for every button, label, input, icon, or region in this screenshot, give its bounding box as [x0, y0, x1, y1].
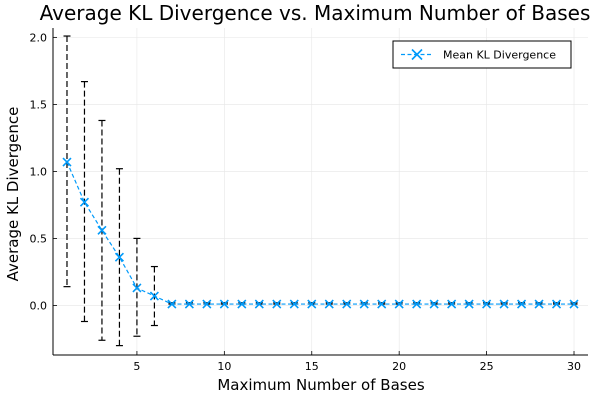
y-tick-label-3: 1.5 [30, 98, 48, 111]
x-tick-label-3: 20 [392, 360, 406, 373]
data-point-1 [62, 157, 72, 167]
x-tick-label-0: 5 [133, 360, 140, 373]
error-bar-1 [63, 35, 71, 288]
legend: Mean KL Divergence [392, 40, 572, 69]
data-point-25 [482, 299, 492, 309]
data-point-28 [534, 299, 544, 309]
y-axis-label: Average KL Divergence [4, 107, 22, 282]
series-line [66, 161, 575, 305]
data-point-23 [447, 299, 457, 309]
series-mean-kl [62, 157, 579, 309]
legend-box [392, 40, 572, 69]
data-point-27 [516, 299, 527, 309]
data-point-26 [499, 299, 509, 309]
y-tick-label-0: 0.0 [30, 299, 48, 312]
x-tick-label-2: 15 [305, 360, 319, 373]
data-point-14 [289, 299, 299, 309]
x-tick-label-4: 25 [480, 360, 494, 373]
data-point-12 [254, 299, 264, 309]
data-point-20 [394, 299, 404, 309]
error-bar-4 [115, 168, 123, 347]
x-tick-label-1: 10 [217, 360, 231, 373]
x-tick-label-5: 30 [567, 360, 581, 373]
data-point-4 [114, 252, 125, 262]
data-point-7 [167, 299, 177, 309]
data-point-10 [219, 299, 229, 309]
legend-entry-mean-kl: Mean KL Divergence [443, 49, 556, 62]
y-tick-label-4: 2.0 [30, 31, 48, 44]
x-axis-ticks: 5 10 15 20 25 30 [133, 351, 581, 373]
error-bars [63, 35, 578, 347]
data-point-5 [132, 283, 142, 293]
data-point-6 [149, 291, 159, 301]
y-axis-ticks: 0.0 0.5 1.0 1.5 2.0 [30, 31, 57, 312]
data-point-3 [97, 225, 107, 235]
grid-lines [53, 28, 588, 355]
data-point-21 [412, 299, 422, 309]
data-point-15 [307, 299, 317, 309]
x-axis-label: Maximum Number of Bases [217, 376, 424, 394]
data-point-16 [324, 299, 334, 309]
chart-title: Average KL Divergence vs. Maximum Number… [40, 1, 591, 25]
y-tick-label-1: 0.5 [30, 232, 48, 245]
plot-frame [52, 28, 588, 356]
data-point-29 [551, 299, 562, 309]
legend-x-marker-icon [411, 48, 423, 61]
data-point-17 [342, 299, 352, 309]
data-point-18 [359, 299, 369, 309]
data-point-11 [237, 299, 247, 309]
y-tick-label-2: 1.0 [30, 165, 48, 178]
data-point-8 [184, 299, 194, 309]
data-point-2 [79, 197, 90, 207]
data-point-9 [202, 299, 212, 309]
data-point-19 [377, 299, 387, 309]
data-point-30 [569, 299, 579, 309]
data-point-13 [272, 299, 282, 309]
data-point-22 [429, 299, 439, 309]
data-point-24 [464, 299, 474, 309]
